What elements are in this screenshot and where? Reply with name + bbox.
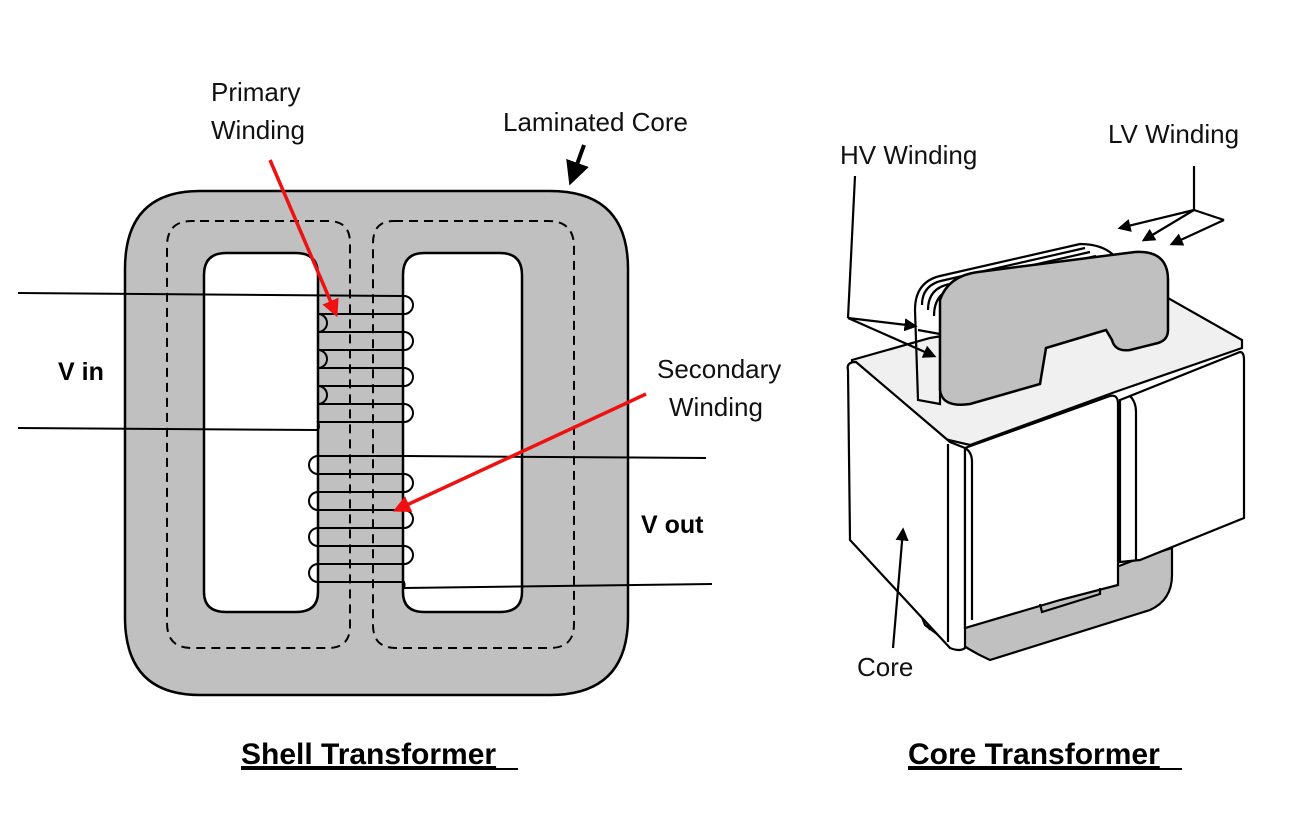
primary-label-line1: Primary: [211, 77, 301, 107]
laminated-core-arrow: [566, 144, 589, 186]
front-edge-2: [964, 447, 974, 620]
secondary-label-line1: Secondary: [657, 354, 781, 384]
lv-label: LV Winding: [1108, 119, 1239, 149]
shell-core: [123, 189, 630, 697]
flux-path-right: [372, 220, 575, 649]
vin-label: V in: [58, 358, 104, 386]
vout-label: V out: [641, 511, 704, 539]
secondary-label-line2: Winding: [669, 392, 763, 422]
laminated-core-label: Laminated Core: [503, 107, 688, 137]
lv-leaders: [1117, 166, 1225, 246]
core-front-right-face: [963, 394, 1120, 630]
core-right-face: [1118, 350, 1246, 564]
hv-label: HV Winding: [840, 140, 977, 170]
hv-leaders: [846, 175, 937, 358]
right-edge: [1129, 395, 1138, 560]
shell-transformer: Primary Winding Laminated Core Secondary…: [17, 77, 781, 771]
primary-arrow: [268, 159, 339, 318]
primary-label-line2: Winding: [211, 115, 305, 145]
core-label: Core: [857, 652, 913, 682]
flux-path-left: [166, 220, 351, 649]
core-transformer: HV Winding LV Winding Core Core Transfor…: [840, 119, 1246, 771]
top-yoke: [938, 250, 1170, 406]
secondary-arrow: [392, 392, 647, 513]
shell-caption: Shell Transformer: [241, 738, 496, 771]
core-leader: [891, 527, 909, 649]
primary-winding: [17, 292, 414, 431]
bottom-slot: [1038, 588, 1102, 614]
core-caption: Core Transformer: [908, 738, 1160, 771]
